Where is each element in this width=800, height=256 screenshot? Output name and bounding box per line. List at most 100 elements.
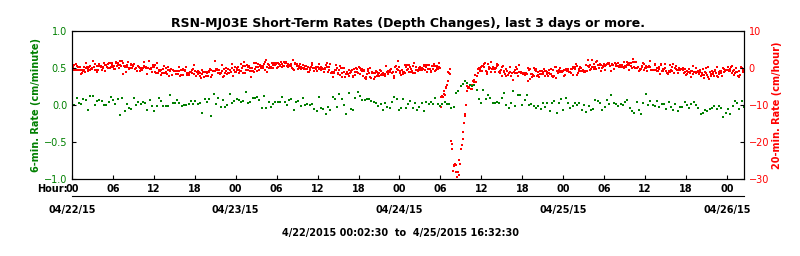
Point [202, 70, 215, 74]
Point [487, 65, 500, 69]
Point [718, 69, 731, 73]
Point [102, 100, 115, 104]
Point [516, 72, 529, 77]
Point [424, 70, 437, 74]
Point [403, 62, 416, 67]
Point [422, 102, 435, 106]
Point [338, 103, 350, 107]
Point [295, 67, 308, 71]
Point [543, 71, 556, 75]
Point [722, 107, 734, 111]
Title: RSN-MJ03E Short-Term Rates (Depth Changes), last 3 days or more.: RSN-MJ03E Short-Term Rates (Depth Change… [171, 17, 645, 29]
Point [141, 108, 154, 112]
Point [278, 64, 290, 68]
Point [535, 69, 548, 73]
Point [374, 68, 386, 72]
Point [143, 98, 156, 102]
Point [111, 97, 124, 101]
Point [546, 101, 558, 105]
Point [470, 80, 482, 84]
Point [162, 68, 174, 72]
Point [354, 94, 366, 99]
Point [614, 65, 627, 69]
Point [738, 67, 750, 71]
Point [190, 74, 202, 78]
Point [317, 67, 330, 71]
Point [287, 108, 300, 112]
Point [254, 66, 267, 70]
Point [241, 68, 254, 72]
Point [273, 62, 286, 66]
Point [641, 69, 654, 73]
Point [266, 61, 278, 65]
Point [474, 65, 487, 69]
Point [326, 70, 338, 74]
Point [691, 69, 704, 73]
Point [407, 64, 420, 68]
Point [77, 69, 90, 73]
Point [666, 69, 678, 73]
Point [573, 67, 586, 71]
Point [607, 101, 620, 105]
Point [325, 71, 338, 75]
Point [694, 68, 706, 72]
Point [575, 108, 588, 112]
Point [381, 72, 394, 76]
Point [432, 67, 445, 71]
Point [97, 65, 110, 69]
Point [288, 60, 301, 65]
Point [570, 62, 582, 66]
Point [422, 67, 435, 71]
Point [82, 108, 94, 112]
Point [696, 73, 709, 77]
Point [265, 105, 278, 109]
Point [634, 112, 647, 116]
Point [282, 62, 294, 66]
Point [294, 104, 307, 108]
Point [398, 71, 411, 75]
Point [281, 63, 294, 68]
Point [539, 69, 552, 73]
Point [133, 65, 146, 69]
Point [223, 68, 236, 72]
Point [318, 70, 330, 74]
Point [162, 74, 175, 78]
Point [543, 109, 556, 113]
Point [454, 162, 466, 166]
Point [482, 65, 495, 69]
Point [216, 63, 229, 67]
Point [74, 66, 86, 70]
Point [157, 71, 170, 75]
Point [170, 72, 182, 76]
Point [532, 69, 545, 73]
Point [516, 103, 529, 107]
Point [733, 107, 746, 111]
Point [554, 66, 566, 70]
Point [442, 102, 455, 106]
Point [642, 64, 655, 68]
Point [644, 59, 657, 63]
Point [662, 100, 675, 104]
Point [123, 67, 136, 71]
Point [669, 66, 682, 70]
Point [647, 68, 660, 72]
Point [346, 68, 358, 72]
Point [175, 104, 188, 108]
Point [370, 70, 383, 74]
Point [666, 65, 678, 69]
Point [354, 68, 367, 72]
Point [679, 67, 692, 71]
Point [205, 114, 218, 118]
Point [605, 62, 618, 67]
Point [664, 70, 677, 74]
Point [84, 94, 97, 98]
Point [734, 72, 746, 77]
Point [522, 102, 535, 106]
Point [498, 70, 510, 74]
Point [550, 111, 563, 115]
Point [101, 65, 114, 69]
Point [80, 66, 93, 70]
Point [585, 67, 598, 71]
Point [321, 61, 334, 66]
Point [710, 107, 723, 111]
